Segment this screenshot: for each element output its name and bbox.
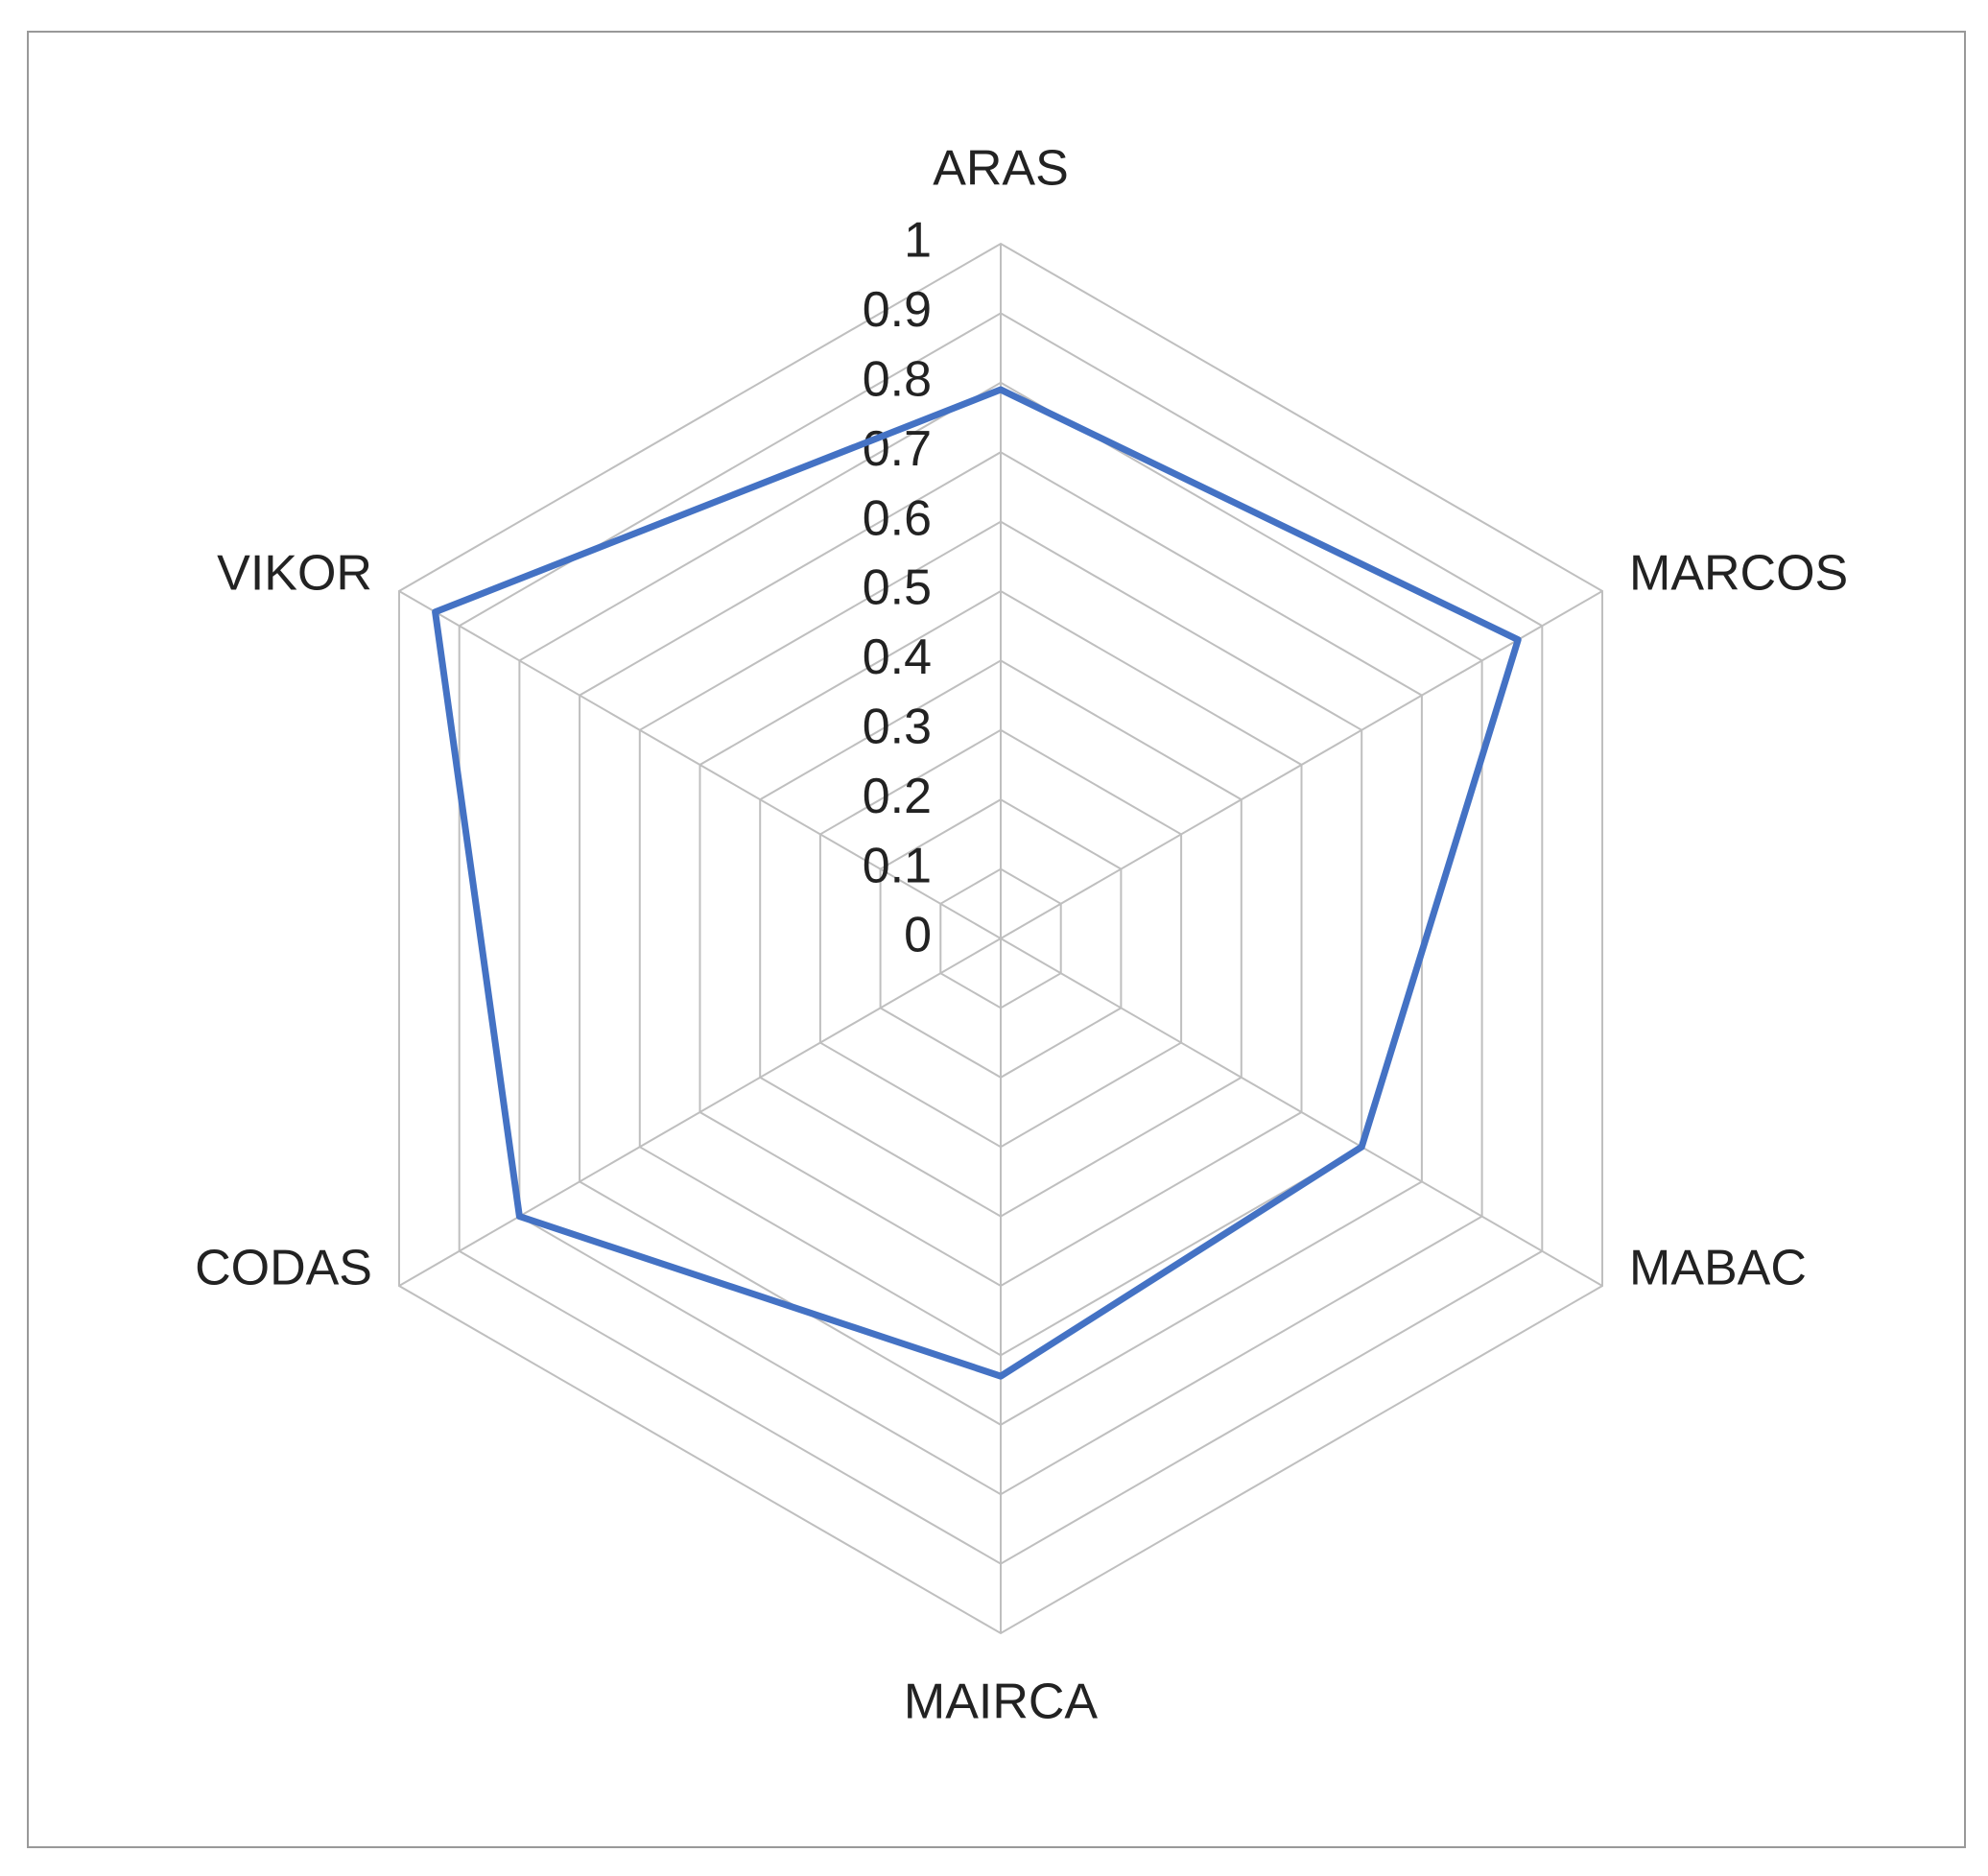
spoke [1000,590,1603,939]
chart-border [27,31,1966,1848]
axis-label: CODAS [195,1241,372,1296]
r-tick-label: 0 [904,908,932,963]
r-tick-label: 0.1 [863,838,932,893]
axis-label: ARAS [933,141,1069,197]
spoke [398,590,1002,939]
r-tick-label: 1 [904,213,932,269]
data-line [432,386,1522,1380]
r-tick-label: 0.9 [863,282,932,338]
r-tick-label: 0.8 [863,352,932,408]
axis-label: VIKOR [217,546,372,602]
r-tick-label: 0.5 [863,560,932,616]
r-tick-label: 0.4 [863,629,932,685]
spoke [398,938,1002,1287]
spoke [1000,938,1603,1287]
r-tick-label: 0.6 [863,490,932,546]
r-tick-label: 0.3 [863,700,932,755]
axis-label: MARCOS [1629,546,1848,602]
axis-label: MABAC [1629,1241,1807,1296]
axis-label: MAIRCA [904,1674,1099,1730]
r-tick-label: 0.2 [863,769,932,824]
